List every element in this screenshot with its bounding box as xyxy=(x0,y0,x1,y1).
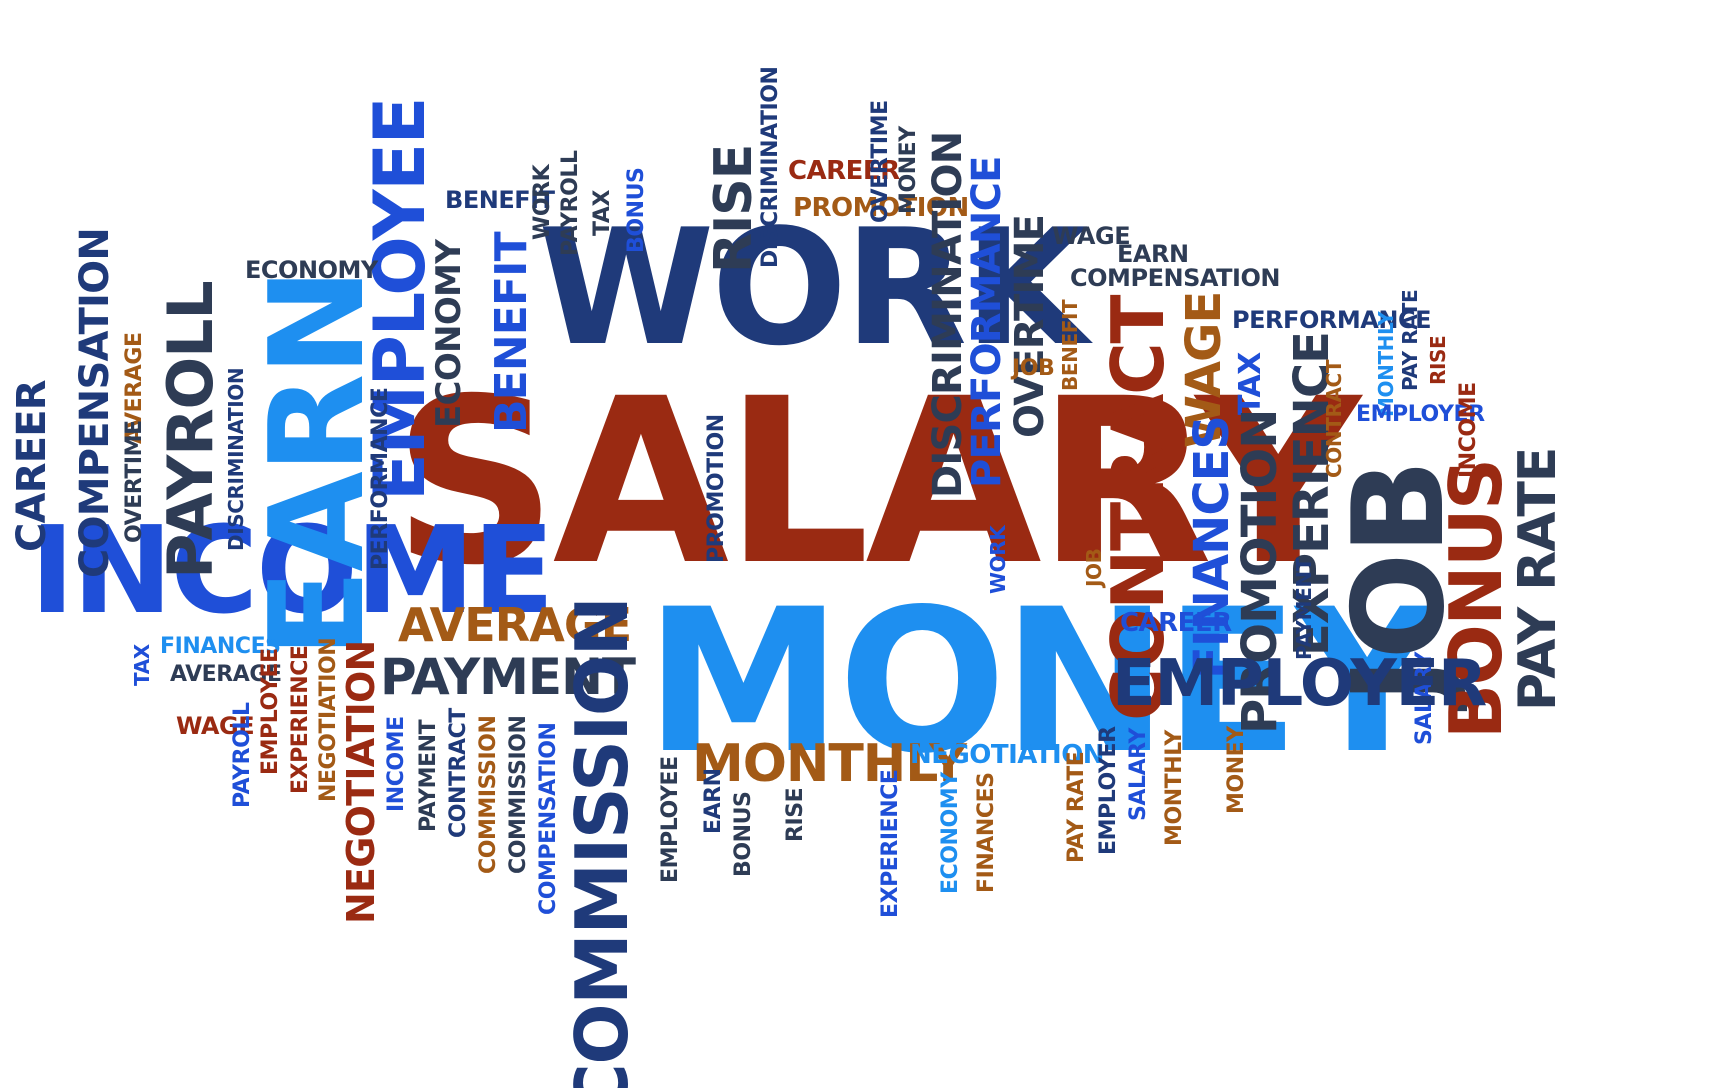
word-experience-left: EXPERIENCE xyxy=(288,646,313,795)
word-average-mid: AVERAGE xyxy=(398,598,632,652)
word-contract-left: CONTRACT xyxy=(446,708,471,838)
word-tax-right: TAX xyxy=(1233,352,1268,415)
word-payment-mid: PAYMENT xyxy=(380,648,636,706)
word-salary-main: SALARY xyxy=(393,349,1361,615)
word-monthly-mid: MONTHLY xyxy=(692,734,967,794)
word-job-mid: JOB xyxy=(1082,548,1106,587)
word-overtime-mid: OVERTIME xyxy=(1007,215,1053,439)
word-contract-small: CONTRACT xyxy=(1322,360,1346,479)
word-tax-small: TAX xyxy=(590,190,615,236)
word-employee-bottom: EMPLOYEE xyxy=(658,756,683,883)
word-rise-bottom: RISE xyxy=(783,788,808,843)
word-wage-left: WAGE xyxy=(176,712,255,740)
word-career-top: CAREER xyxy=(788,156,900,186)
word-job-small: JOB xyxy=(1012,356,1055,381)
word-payment-left: PAYMENT xyxy=(416,720,441,833)
word-payroll-left: PAYROLL xyxy=(230,702,255,808)
word-experience-bottom: EXPERIENCE xyxy=(878,770,903,919)
word-payment-right: PAYMENT xyxy=(1292,558,1316,661)
word-earn-bottom: EARN xyxy=(701,768,726,834)
word-payrate-bottom: PAY RATE xyxy=(1064,752,1089,864)
word-tax-left: TAX xyxy=(130,644,154,686)
word-performance-left: PERFORMANCE xyxy=(368,388,393,571)
word-commission-left1: COMMISSION xyxy=(476,716,501,875)
word-economy-bottom: ECONOMY xyxy=(938,772,963,894)
word-payrate-big: PAY RATE xyxy=(1508,448,1568,712)
word-negotiation-left-big: NEGOTIATION xyxy=(339,640,383,924)
word-money-main: MONEY xyxy=(645,566,1439,797)
word-promotion-mid: PROMOTION xyxy=(704,414,729,563)
word-employer-small: EMPLOYER xyxy=(1356,402,1485,427)
word-overtime-top: OVERTIME xyxy=(868,100,893,223)
word-compensation-bottom: COMPENSATION xyxy=(536,722,561,915)
word-performance-right: PERFORMANCE xyxy=(1232,306,1432,334)
word-economy-left: ECONOMY xyxy=(245,256,378,284)
word-income-main: INCOME xyxy=(30,502,555,641)
word-work-small: WORK xyxy=(530,165,555,241)
word-finances-bottom: FINANCES xyxy=(974,772,999,893)
word-bonus-small: BONUS xyxy=(624,168,649,254)
word-finances-right: FINANCES xyxy=(1184,416,1240,680)
word-work-mid: WORK xyxy=(986,526,1010,595)
word-payrate-small: PAY RATE xyxy=(1398,290,1422,392)
word-employer-bottom: EMPLOYER xyxy=(1096,726,1121,855)
word-compensation-left: COMPENSATION xyxy=(72,228,118,578)
word-wage-top: WAGE xyxy=(1052,222,1131,250)
word-benefit-top: BENEFIT xyxy=(445,186,555,214)
word-compensation-top: COMPENSATION xyxy=(1070,264,1280,292)
word-benefit-vert: BENEFIT xyxy=(486,232,537,433)
word-career-left: CAREER xyxy=(9,380,55,552)
word-discrimination-mid: DISCRIMINATION xyxy=(925,132,971,499)
word-income-left: INCOME xyxy=(384,716,409,812)
word-negotiation-mid: NEGOTIATION xyxy=(910,740,1105,770)
word-salary-bottom: SALARY xyxy=(1126,728,1151,821)
word-money-top: MONEY xyxy=(896,126,921,214)
word-payroll-small: PAYROLL xyxy=(558,150,583,256)
word-work-main: WORK xyxy=(538,194,1088,381)
word-finances-left: FINANCES xyxy=(160,634,281,659)
word-commission-left2: COMMISSION xyxy=(506,716,531,875)
word-employer-big: EMPLOYER xyxy=(1112,647,1487,721)
word-commission-big: COMMISSION xyxy=(560,598,644,1088)
word-earn-top: EARN xyxy=(1117,240,1189,268)
word-monthly-bottom: MONTHLY xyxy=(1162,730,1187,846)
word-negotiation-left-small: NEGOTIATION xyxy=(316,638,341,803)
word-promotion-top: PROMOTION xyxy=(793,193,969,223)
word-career-mid: CAREER xyxy=(1120,608,1232,638)
word-employee-left: EMPLOYEE xyxy=(258,648,283,775)
word-performance-mid: PERFORMANCE xyxy=(964,156,1010,488)
word-average-left2: AVERAGE xyxy=(170,662,282,687)
word-overtime-left: OVERTIME xyxy=(122,420,147,543)
word-rise-right: RISE xyxy=(1426,336,1450,386)
word-benefit-small: BENEFIT xyxy=(1058,300,1082,392)
word-discrimination-top: DISCRIMINATION xyxy=(758,66,783,268)
word-rise-top: RISE xyxy=(704,145,764,274)
word-discrimination-left: DISCRIMINATION xyxy=(224,368,248,552)
word-bonus-bottom: BONUS xyxy=(731,792,756,878)
word-money-bottom: MONEY xyxy=(1224,726,1249,814)
word-economy-vert: ECONOMY xyxy=(429,240,469,429)
word-payroll-big: PAYROLL xyxy=(154,282,227,580)
